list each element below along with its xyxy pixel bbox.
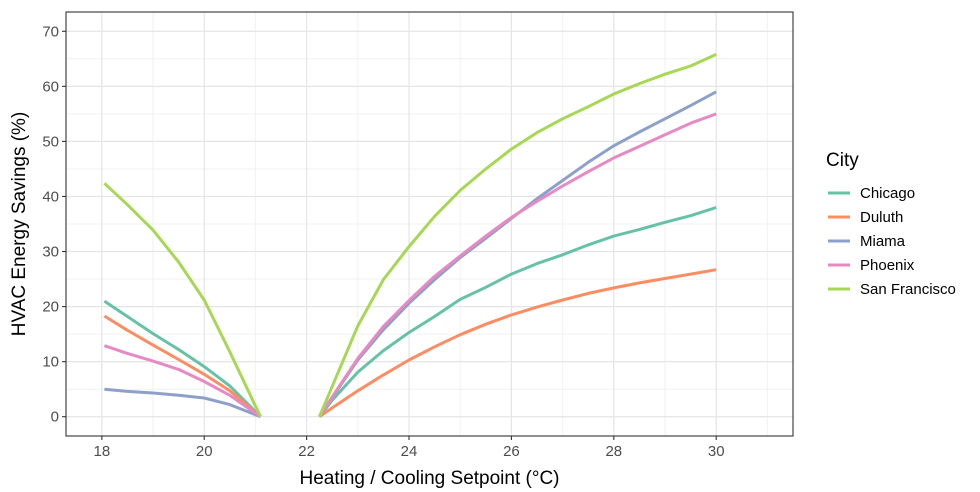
y-tick-label: 40 xyxy=(42,188,59,205)
y-tick-label: 60 xyxy=(42,78,59,95)
x-axis: 18 20 22 24 26 28 30 xyxy=(93,436,725,460)
legend-label-phoenix: Phoenix xyxy=(860,257,915,274)
series-line-duluth xyxy=(318,268,717,418)
y-axis: 0 10 20 30 40 50 60 70 xyxy=(42,23,66,426)
legend-label-chicago: Chicago xyxy=(860,185,915,202)
legend-label-duluth: Duluth xyxy=(860,209,903,226)
series-line-miama xyxy=(104,387,262,419)
x-tick-label: 26 xyxy=(503,443,520,460)
plot-border xyxy=(65,11,794,437)
y-tick-label: 10 xyxy=(42,354,59,371)
legend-items: Chicago Duluth Miama Phoenix San Francisco xyxy=(828,185,956,298)
legend-title: City xyxy=(826,150,859,171)
y-tick-label: 50 xyxy=(42,133,59,150)
legend: City Chicago Duluth Miama Phoenix San Franci… xyxy=(826,150,956,298)
series-line-phoenix xyxy=(103,344,262,418)
series-line-duluth xyxy=(103,314,262,418)
y-tick-label: 0 xyxy=(51,409,59,426)
series-line-san-francisco xyxy=(103,182,262,418)
x-axis-title: Heating / Cooling Setpoint (°C) xyxy=(299,468,559,489)
x-tick-label: 30 xyxy=(708,443,725,460)
series-line-phoenix xyxy=(318,112,717,418)
series-lines xyxy=(103,53,717,419)
y-axis-title: HVAC Energy Savings (%) xyxy=(9,112,30,337)
x-tick-label: 24 xyxy=(401,443,418,460)
legend-label-san-francisco: San Francisco xyxy=(860,281,956,298)
y-tick-label: 70 xyxy=(42,23,59,40)
series-line-chicago xyxy=(318,206,717,418)
x-tick-label: 22 xyxy=(298,443,315,460)
x-tick-label: 18 xyxy=(93,443,110,460)
legend-label-miama: Miama xyxy=(860,233,906,250)
series-line-chicago xyxy=(103,299,262,418)
series-line-san-francisco xyxy=(318,53,717,418)
y-tick-label: 20 xyxy=(42,299,59,316)
y-tick-label: 30 xyxy=(42,244,59,261)
x-tick-label: 20 xyxy=(196,443,213,460)
x-tick-label: 28 xyxy=(605,443,622,460)
